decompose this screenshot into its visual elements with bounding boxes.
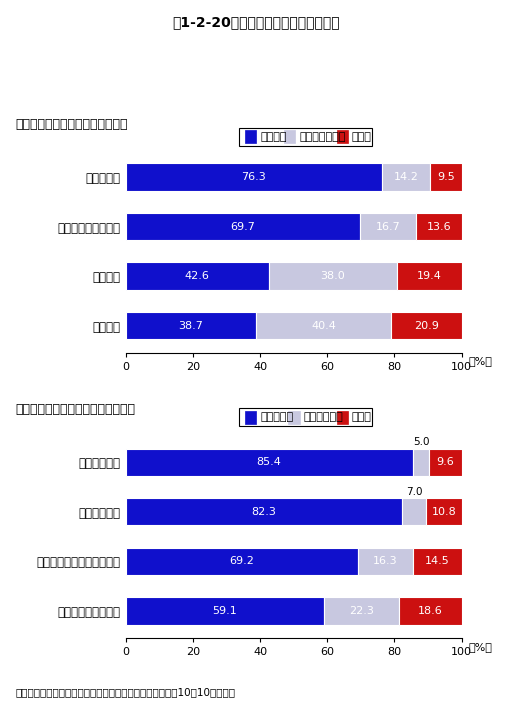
Text: 69.7: 69.7 <box>230 222 255 232</box>
Bar <box>399 597 462 625</box>
Text: 76.3: 76.3 <box>242 172 266 182</box>
Bar <box>412 448 429 476</box>
Text: 14.5: 14.5 <box>425 556 450 566</box>
Bar <box>126 262 269 289</box>
Text: 22.3: 22.3 <box>349 606 374 616</box>
Bar <box>269 262 397 289</box>
Bar <box>426 498 462 525</box>
Bar <box>126 548 358 575</box>
Text: 向上した: 向上した <box>260 132 287 142</box>
Text: 19.4: 19.4 <box>417 271 442 281</box>
Text: 14.2: 14.2 <box>393 172 419 182</box>
Text: （%）: （%） <box>468 642 492 652</box>
Bar <box>324 597 399 625</box>
Bar <box>391 312 462 339</box>
Text: 10.8: 10.8 <box>431 507 456 517</box>
Text: 20.9: 20.9 <box>414 321 439 331</box>
Bar <box>126 597 324 625</box>
Text: 38.7: 38.7 <box>178 321 203 331</box>
Text: 38.0: 38.0 <box>320 271 345 281</box>
Text: 資料：総理府「将来の科学技術に関する世論調査」（平成10年10月調査）: 資料：総理府「将来の科学技術に関する世論調査」（平成10年10月調査） <box>15 687 235 697</box>
Bar <box>126 448 412 476</box>
Text: 82.3: 82.3 <box>251 507 277 517</box>
Bar <box>358 548 413 575</box>
Text: 5.0: 5.0 <box>413 437 429 447</box>
Text: 13.6: 13.6 <box>426 222 451 232</box>
Text: 85.4: 85.4 <box>256 457 282 467</box>
Bar <box>126 498 402 525</box>
Bar <box>402 498 426 525</box>
Bar <box>413 548 462 575</box>
Text: （２）将来の科学技術が果たす役割: （２）将来の科学技術が果たす役割 <box>15 403 135 416</box>
Bar <box>430 163 462 190</box>
Text: 第1-2-20図　国民の科学技術への期待: 第1-2-20図 国民の科学技術への期待 <box>173 16 340 30</box>
Text: （１）科学技術の発達による向上: （１）科学技術の発達による向上 <box>15 118 128 130</box>
Text: 重要ではない: 重要ではない <box>304 412 343 422</box>
Text: 42.6: 42.6 <box>185 271 210 281</box>
Text: 7.0: 7.0 <box>406 487 422 497</box>
Bar <box>126 163 382 190</box>
Bar <box>397 262 462 289</box>
Text: 16.7: 16.7 <box>376 222 400 232</box>
Text: 69.2: 69.2 <box>229 556 254 566</box>
Text: 16.3: 16.3 <box>373 556 398 566</box>
Bar <box>360 213 416 240</box>
Text: 重要である: 重要である <box>260 412 293 422</box>
Text: 9.6: 9.6 <box>437 457 455 467</box>
Bar <box>126 312 255 339</box>
Text: その他: その他 <box>352 412 372 422</box>
Text: その他: その他 <box>352 132 372 142</box>
Bar <box>255 312 391 339</box>
Text: 向上していない: 向上していない <box>299 132 345 142</box>
Text: 59.1: 59.1 <box>212 606 238 616</box>
Text: （%）: （%） <box>468 356 492 366</box>
Bar <box>126 213 360 240</box>
Bar <box>382 163 430 190</box>
Text: 9.5: 9.5 <box>437 172 455 182</box>
Text: 18.6: 18.6 <box>418 606 443 616</box>
Bar <box>416 213 462 240</box>
Bar <box>429 448 462 476</box>
Text: 40.4: 40.4 <box>311 321 336 331</box>
